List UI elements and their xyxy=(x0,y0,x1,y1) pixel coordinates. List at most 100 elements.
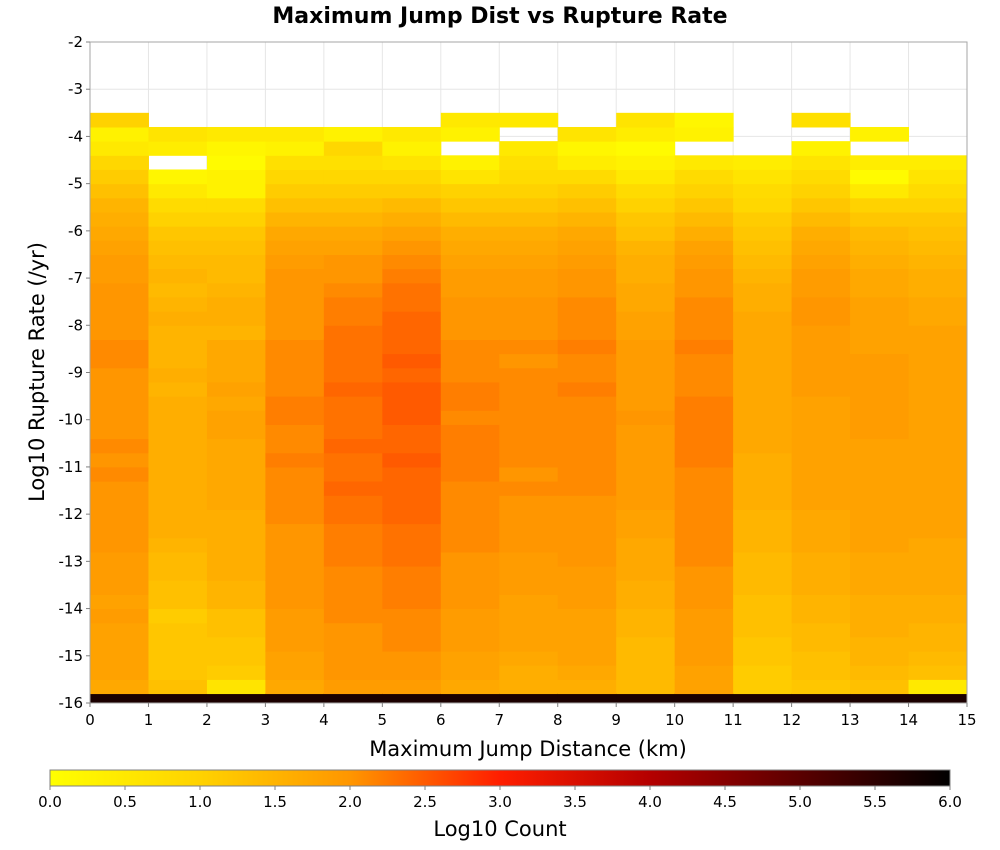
heatmap-cell xyxy=(674,438,734,454)
colorbar-tick-label: 3.0 xyxy=(488,793,512,811)
heatmap-cell xyxy=(382,339,442,355)
heatmap-cell xyxy=(90,452,149,468)
heatmap-cell xyxy=(323,594,383,610)
heatmap-cell xyxy=(148,211,208,227)
heatmap-cell xyxy=(616,282,676,298)
heatmap-cell xyxy=(440,679,500,695)
heatmap-cell xyxy=(850,537,910,553)
heatmap-cell xyxy=(323,126,383,142)
heatmap-cell xyxy=(265,551,325,567)
heatmap-cell xyxy=(850,353,910,369)
x-tick-label: 14 xyxy=(899,711,918,729)
heatmap-cell xyxy=(265,481,325,496)
heatmap-cell xyxy=(206,537,266,553)
heatmap-cell xyxy=(90,396,149,411)
heatmap-cell xyxy=(850,339,910,355)
heatmap-cell xyxy=(440,112,500,128)
heatmap-cell xyxy=(733,636,793,652)
y-tick-label: -5 xyxy=(68,175,83,193)
heatmap-cell xyxy=(557,240,617,255)
heatmap-cell xyxy=(265,651,325,666)
heatmap-cell xyxy=(557,410,617,425)
heatmap-cell xyxy=(733,254,793,270)
heatmap-cell xyxy=(557,495,617,510)
heatmap-cell xyxy=(323,622,383,638)
heatmap-cell xyxy=(616,155,676,170)
heatmap-cell xyxy=(499,452,559,468)
heatmap-cell xyxy=(908,282,968,298)
heatmap-cell xyxy=(440,665,500,680)
heatmap-cell xyxy=(908,424,968,440)
heatmap-cell xyxy=(616,325,676,340)
heatmap-cell xyxy=(265,679,325,695)
heatmap-cell xyxy=(265,126,325,142)
heatmap-cell xyxy=(908,481,968,496)
heatmap-cell xyxy=(674,197,734,213)
heatmap-cell xyxy=(499,651,559,666)
heatmap-cell xyxy=(148,452,208,468)
heatmap-cell xyxy=(791,636,851,652)
heatmap-cell xyxy=(265,155,325,170)
heatmap-cell xyxy=(148,183,208,199)
heatmap-cell xyxy=(557,141,617,156)
heatmap-cell xyxy=(206,396,266,411)
heatmap-cell xyxy=(850,311,910,326)
heatmap-cell xyxy=(733,268,793,284)
heatmap-cell xyxy=(148,396,208,411)
heatmap-cell xyxy=(733,622,793,638)
heatmap-cell xyxy=(148,509,208,525)
heatmap-cell xyxy=(908,438,968,454)
colorbar-tick-label: 1.0 xyxy=(188,793,212,811)
heatmap-cell xyxy=(90,594,149,610)
heatmap-cell xyxy=(733,466,793,482)
heatmap-cell xyxy=(733,580,793,595)
heatmap-cell xyxy=(440,155,500,170)
heatmap-cell xyxy=(440,452,500,468)
heatmap-cell xyxy=(382,296,442,312)
x-axis-title: Maximum Jump Distance (km) xyxy=(369,737,687,761)
heatmap-cell xyxy=(733,495,793,510)
heatmap-cell xyxy=(440,367,500,383)
heatmap-cell xyxy=(499,679,559,695)
heatmap-cell xyxy=(265,594,325,610)
heatmap-cell xyxy=(440,608,500,624)
heatmap-cell xyxy=(265,410,325,425)
heatmap-cell xyxy=(382,523,442,539)
y-tick-label: -12 xyxy=(59,505,84,523)
x-tick-label: 1 xyxy=(144,711,154,729)
y-tick-label: -10 xyxy=(59,411,84,429)
heatmap-cell xyxy=(733,424,793,440)
heatmap-cell xyxy=(499,169,559,185)
heatmap-cell xyxy=(674,169,734,185)
heatmap-cell xyxy=(148,481,208,496)
colorbar-tick-label: 4.5 xyxy=(713,793,737,811)
heatmap-cell xyxy=(323,636,383,652)
heatmap-cell xyxy=(557,466,617,482)
heatmap-cell xyxy=(440,339,500,355)
heatmap-cell xyxy=(850,651,910,666)
heatmap-cell xyxy=(382,509,442,525)
heatmap-cell xyxy=(733,481,793,496)
heatmap-cell xyxy=(616,367,676,383)
heatmap-cell xyxy=(323,580,383,595)
heatmap-cell xyxy=(908,523,968,539)
heatmap-cell xyxy=(850,282,910,298)
heatmap-cell xyxy=(908,381,968,397)
heatmap-cell xyxy=(148,410,208,425)
heatmap-cell xyxy=(791,155,851,170)
heatmap-cell xyxy=(616,608,676,624)
heatmap-cell xyxy=(206,608,266,624)
x-tick-label: 15 xyxy=(957,711,976,729)
heatmap-cell xyxy=(557,608,617,624)
heatmap-cell xyxy=(323,551,383,567)
heatmap-cell xyxy=(557,226,617,241)
heatmap-cell xyxy=(850,296,910,312)
heatmap-cell xyxy=(440,410,500,425)
heatmap-cell xyxy=(265,452,325,468)
heatmap-cell xyxy=(499,566,559,581)
y-tick-label: -3 xyxy=(68,80,83,98)
heatmap-cell xyxy=(90,183,149,199)
heatmap-cell xyxy=(206,353,266,369)
heatmap-cell xyxy=(382,580,442,595)
heatmap-cell xyxy=(206,651,266,666)
